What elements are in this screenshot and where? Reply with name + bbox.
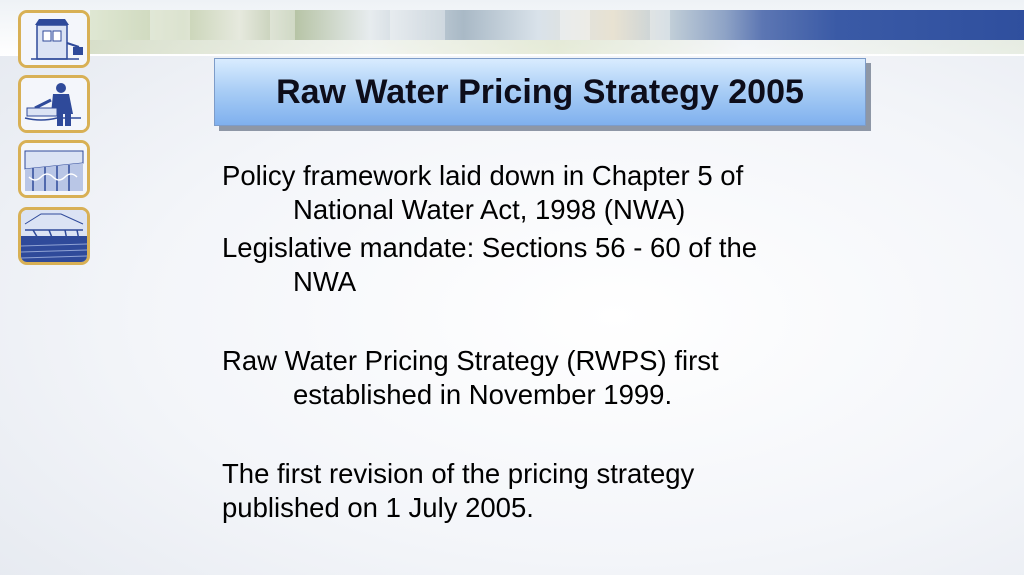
bullet-paragraph: Legislative mandate: Sections 56 - 60 of… [222, 232, 758, 297]
worker-icon [18, 75, 90, 133]
bullet-paragraph: The first revision of the pricing strate… [222, 458, 695, 523]
bullet-paragraph: Raw Water Pricing Strategy (RWPS) first e… [222, 345, 719, 410]
slide-body: Policy framework laid down in Chapter 5 … [222, 159, 922, 525]
water-tower-icon [18, 10, 90, 68]
bullet-paragraph: Policy framework laid down in Chapter 5 … [222, 160, 744, 225]
dam-icon [18, 140, 90, 198]
title-box: Raw Water Pricing Strategy 2005 [214, 58, 866, 126]
photo-strip-reflection [90, 40, 1024, 54]
header-banner [0, 0, 1024, 56]
irrigation-icon [18, 207, 90, 265]
water-photo-strip [90, 10, 1024, 40]
page-title: Raw Water Pricing Strategy 2005 [276, 72, 804, 111]
